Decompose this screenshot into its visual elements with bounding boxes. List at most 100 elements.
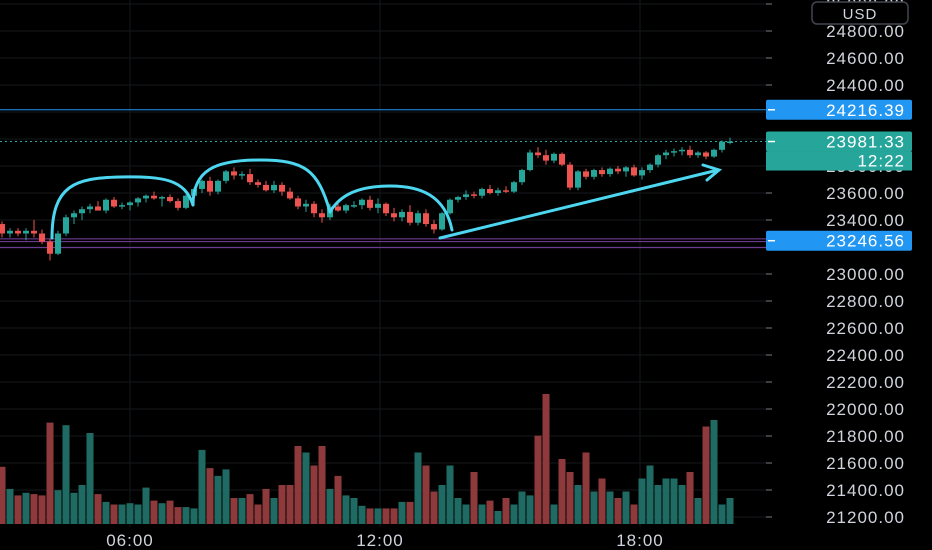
candle-body <box>207 180 213 192</box>
price-tick-label: 23400.00 <box>826 211 905 230</box>
volume-bar <box>38 495 46 524</box>
volume-bar <box>422 465 430 524</box>
volume-bar <box>254 504 262 524</box>
volume-bar <box>166 500 174 524</box>
price-tick-label: 21800.00 <box>826 427 905 446</box>
countdown-tag <box>766 151 912 171</box>
candle-body <box>727 141 733 144</box>
volume-bar <box>406 501 414 524</box>
volume-bar <box>638 478 646 524</box>
volume-bar <box>310 465 318 524</box>
volume-bar <box>518 491 526 524</box>
volume-bar <box>142 487 150 524</box>
volume-bar <box>190 508 198 524</box>
candle-body <box>7 230 13 234</box>
candle-body <box>455 197 461 200</box>
candle-body <box>439 213 445 230</box>
volume-bar <box>614 498 622 524</box>
volume-bar <box>430 491 438 524</box>
volume-bar <box>478 504 486 524</box>
candle-body <box>695 152 701 156</box>
currency-button[interactable]: USD <box>811 1 909 25</box>
volume-bar <box>214 475 222 524</box>
volume-bar <box>14 495 22 524</box>
volume-bar <box>294 446 302 524</box>
candle-body <box>151 195 157 199</box>
volume-bar <box>102 501 110 524</box>
price-tag-label: 23981.33 <box>826 133 905 152</box>
candle-body <box>639 170 645 176</box>
candle-body <box>231 171 237 176</box>
volume-bar <box>710 420 718 524</box>
currency-label: USD <box>843 6 878 23</box>
candle-body <box>607 168 613 175</box>
volume-bar <box>526 495 534 524</box>
price-axis[interactable]: 25000.0024800.0024600.0024400.0023800.00… <box>766 0 932 550</box>
grid-lines <box>0 0 766 527</box>
volume-bar <box>326 488 334 524</box>
price-tick-label: 22600.00 <box>826 319 905 338</box>
candle-body <box>303 203 309 207</box>
candle-body <box>711 149 717 157</box>
volume-bar <box>198 449 206 524</box>
volume-bar <box>158 503 166 524</box>
volume-bar <box>78 485 86 524</box>
candle-body <box>575 171 581 188</box>
candle-body <box>55 233 61 254</box>
candle-body <box>383 203 389 214</box>
candle-body <box>215 180 221 192</box>
time-axis-bg <box>0 527 766 550</box>
candle-body <box>655 155 661 165</box>
cup-arc-1 <box>50 175 195 240</box>
candle-body <box>183 195 189 208</box>
volume-bar <box>462 504 470 524</box>
price-tag-label: 24216.39 <box>826 101 905 120</box>
arrow-head <box>701 163 723 182</box>
candle-body <box>719 141 725 150</box>
candle-body <box>119 205 125 207</box>
candle-body <box>287 191 293 199</box>
candle-body <box>647 164 653 171</box>
candle-body <box>463 194 469 198</box>
volume-bar <box>446 465 454 524</box>
volume-bar <box>502 498 510 524</box>
candle-body <box>511 182 517 192</box>
candle-body <box>319 213 325 218</box>
volume-bar <box>270 498 278 524</box>
candle-body <box>487 188 493 193</box>
volume-bar <box>94 494 102 524</box>
time-axis[interactable]: 06:00 12:00 18:00 <box>0 527 766 550</box>
candle-body <box>391 213 397 218</box>
volume-bars <box>0 394 734 524</box>
volume-bar <box>678 485 686 524</box>
candle-body <box>423 213 429 225</box>
candle-body <box>663 152 669 156</box>
candle-body <box>31 230 37 234</box>
volume-bar <box>230 498 238 524</box>
candle-body <box>103 199 109 211</box>
candle-body <box>87 206 93 210</box>
candle-body <box>71 213 77 218</box>
volume-bar <box>550 504 558 524</box>
candle-body <box>559 153 565 165</box>
candle-body <box>535 152 541 156</box>
time-tick-label: 06:00 <box>106 531 154 550</box>
volume-bar <box>358 505 366 524</box>
volume-bar <box>646 465 654 524</box>
volume-bar <box>262 488 270 524</box>
candle-body <box>311 203 317 214</box>
volume-bar <box>246 494 254 524</box>
candle-body <box>567 164 573 188</box>
candle-body <box>127 202 133 206</box>
volume-bar <box>454 498 462 524</box>
candle-body <box>479 188 485 196</box>
volume-bar <box>398 501 406 524</box>
volume-bar <box>534 435 542 524</box>
price-tick-label: 22000.00 <box>826 400 905 419</box>
candle-body <box>223 171 229 181</box>
price-tag-label: 23246.56 <box>826 232 905 251</box>
candle-body <box>111 199 117 207</box>
drawing-annotations <box>50 158 723 240</box>
candle-body <box>247 174 253 183</box>
